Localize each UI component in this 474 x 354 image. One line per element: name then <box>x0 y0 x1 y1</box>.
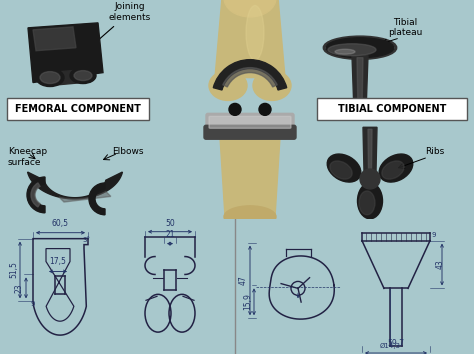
Ellipse shape <box>327 154 361 182</box>
Ellipse shape <box>253 70 291 101</box>
Ellipse shape <box>246 5 264 60</box>
Ellipse shape <box>40 72 60 84</box>
Text: 17,5: 17,5 <box>50 257 66 267</box>
Text: Kneecap
surface: Kneecap surface <box>8 147 47 167</box>
Text: 59,7: 59,7 <box>388 339 404 348</box>
Text: FEMORAL COMPONENT: FEMORAL COMPONENT <box>15 104 141 114</box>
Ellipse shape <box>357 183 383 219</box>
Ellipse shape <box>224 206 276 228</box>
Text: 3°: 3° <box>82 236 90 242</box>
Polygon shape <box>28 23 103 82</box>
Ellipse shape <box>330 161 352 179</box>
Polygon shape <box>50 70 83 86</box>
Ellipse shape <box>328 44 376 56</box>
Text: 60,5: 60,5 <box>52 219 69 228</box>
Text: Joining
elements: Joining elements <box>88 2 151 49</box>
Polygon shape <box>352 56 368 112</box>
Ellipse shape <box>224 0 276 17</box>
Text: 50: 50 <box>165 219 175 228</box>
Ellipse shape <box>382 161 404 179</box>
Text: 43: 43 <box>436 259 445 269</box>
Wedge shape <box>31 183 40 207</box>
Text: 47: 47 <box>239 275 248 285</box>
Polygon shape <box>33 27 76 51</box>
Ellipse shape <box>209 70 247 101</box>
Text: 15,9: 15,9 <box>243 293 252 310</box>
Text: Elbows: Elbows <box>112 147 144 156</box>
Circle shape <box>360 169 380 189</box>
Polygon shape <box>368 129 372 170</box>
Polygon shape <box>215 0 285 78</box>
Ellipse shape <box>74 70 92 81</box>
Text: 9: 9 <box>31 301 36 307</box>
FancyBboxPatch shape <box>206 113 294 131</box>
FancyBboxPatch shape <box>204 125 296 139</box>
Text: Ribs: Ribs <box>425 147 444 156</box>
Ellipse shape <box>379 154 413 182</box>
Wedge shape <box>223 68 277 87</box>
Polygon shape <box>59 192 111 202</box>
Wedge shape <box>89 183 105 215</box>
Circle shape <box>259 103 271 115</box>
Text: 9: 9 <box>432 232 437 238</box>
Ellipse shape <box>359 191 375 215</box>
Wedge shape <box>213 60 287 90</box>
Text: Ø14,3: Ø14,3 <box>380 343 401 349</box>
Circle shape <box>229 103 241 115</box>
Text: Tibial
plateau: Tibial plateau <box>388 18 422 37</box>
Text: TIBIAL COMPONENT: TIBIAL COMPONENT <box>338 104 446 114</box>
Ellipse shape <box>326 38 394 58</box>
Polygon shape <box>220 137 280 217</box>
Polygon shape <box>363 127 377 171</box>
Wedge shape <box>27 177 45 213</box>
Ellipse shape <box>36 69 64 86</box>
FancyBboxPatch shape <box>317 98 467 120</box>
Ellipse shape <box>335 49 355 54</box>
Text: 51,5: 51,5 <box>9 262 18 278</box>
Polygon shape <box>27 172 122 199</box>
Text: 23: 23 <box>15 283 24 293</box>
FancyBboxPatch shape <box>7 98 149 120</box>
Polygon shape <box>357 58 363 110</box>
Text: 21: 21 <box>165 230 175 239</box>
Ellipse shape <box>70 68 96 84</box>
FancyBboxPatch shape <box>209 116 291 128</box>
